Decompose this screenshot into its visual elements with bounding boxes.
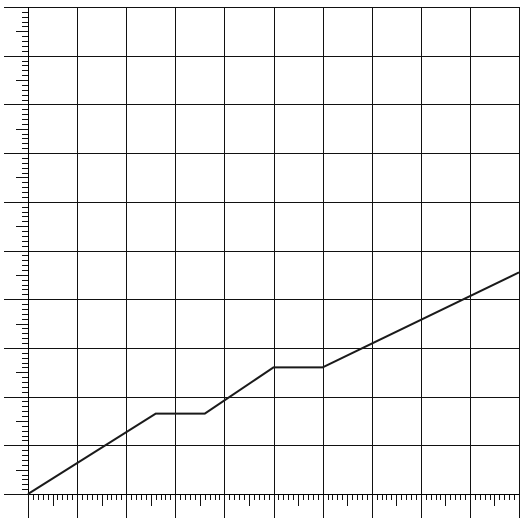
grid-lines xyxy=(28,7,520,495)
series-line-1 xyxy=(27,271,520,495)
y-axis-ticks xyxy=(4,7,28,495)
x-axis-ticks xyxy=(28,494,520,518)
series-layer xyxy=(27,271,520,495)
